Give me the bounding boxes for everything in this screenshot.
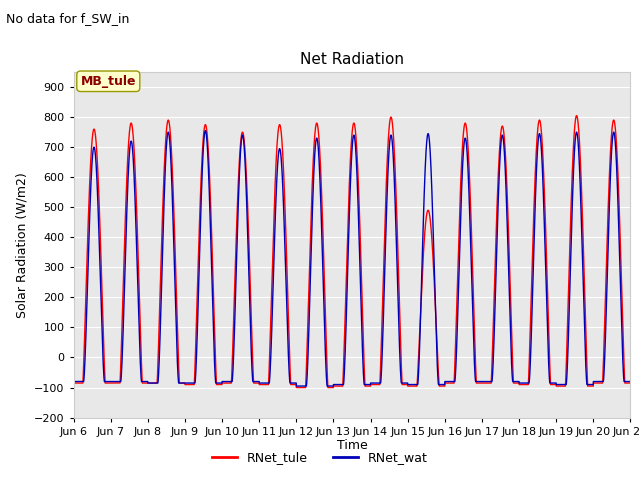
Title: Net Radiation: Net Radiation [300, 52, 404, 67]
RNet_wat [446, 379, 454, 384]
Line: RNet_tule: RNet_tule [74, 116, 630, 387]
RNet_wat [477, 379, 485, 384]
RNet_tule [332, 383, 339, 389]
Text: MB_tule: MB_tule [81, 75, 136, 88]
Line: RNet_wat: RNet_wat [74, 131, 630, 386]
RNet_tule [292, 384, 300, 390]
RNet_wat [332, 382, 339, 387]
RNet_tule [509, 355, 516, 360]
RNet_tule [477, 380, 484, 386]
RNet_tule [626, 380, 634, 386]
RNet_wat [292, 383, 300, 389]
RNet_wat [509, 378, 516, 384]
Text: No data for f_SW_in: No data for f_SW_in [6, 12, 130, 25]
Y-axis label: Solar Radiation (W/m2): Solar Radiation (W/m2) [15, 172, 29, 318]
RNet_tule [627, 380, 634, 386]
RNet_tule [170, 201, 177, 207]
RNet_tule [573, 113, 580, 119]
RNet_wat [70, 379, 77, 384]
RNet_tule [446, 380, 454, 386]
RNet_tule [70, 380, 77, 386]
X-axis label: Time: Time [337, 439, 367, 453]
RNet_wat [170, 237, 177, 243]
RNet_wat [202, 128, 209, 133]
RNet_wat [627, 379, 634, 384]
Legend: RNet_tule, RNet_wat: RNet_tule, RNet_wat [207, 446, 433, 469]
RNet_wat [626, 379, 634, 384]
